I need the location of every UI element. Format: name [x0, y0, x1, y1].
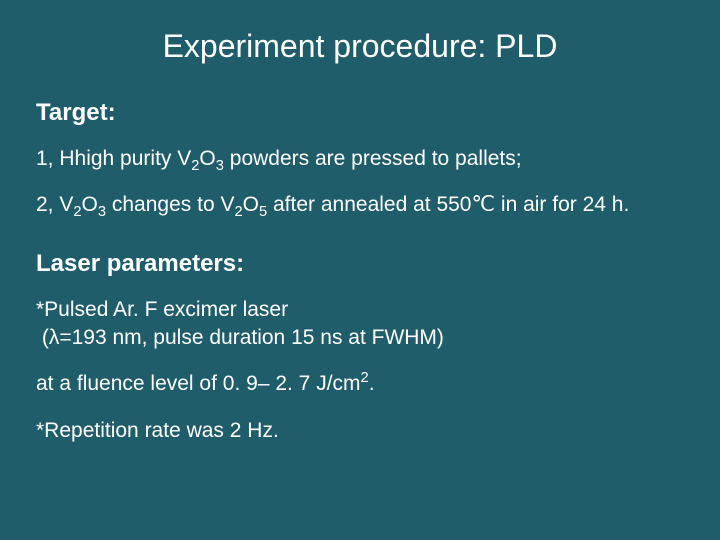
body-line: 2, V2O3 changes to V2O5 after annealed a… — [36, 191, 684, 219]
slide-container: Experiment procedure: PLD Target: 1, Hhi… — [0, 0, 720, 540]
body-line: at a fluence level of 0. 9– 2. 7 J/cm2. — [36, 370, 684, 398]
body-line: 1, Hhigh purity V2O3 powders are pressed… — [36, 145, 684, 173]
section-heading-laser: Laser parameters: — [36, 250, 684, 278]
body-line: *Repetition rate was 2 Hz. — [36, 417, 684, 445]
body-line: *Pulsed Ar. F excimer laser (λ=193 nm, p… — [36, 296, 684, 353]
section-target: Target: 1, Hhigh purity V2O3 powders are… — [36, 99, 684, 220]
section-laser: Laser parameters: *Pulsed Ar. F excimer … — [36, 250, 684, 445]
section-heading-target: Target: — [36, 99, 684, 127]
slide-title: Experiment procedure: PLD — [36, 28, 684, 65]
